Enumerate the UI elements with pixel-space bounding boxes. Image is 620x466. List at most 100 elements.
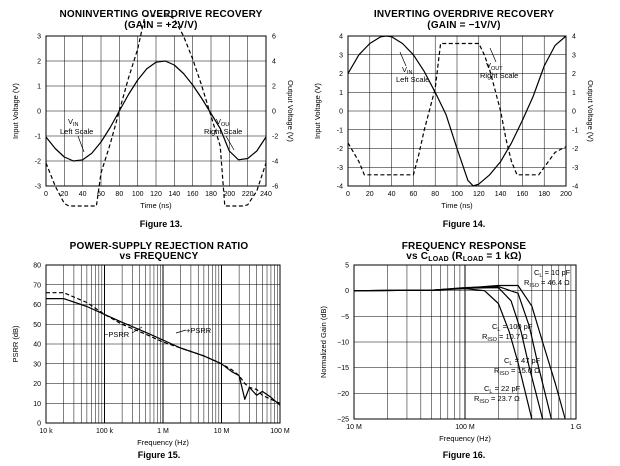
annotation-vout-scale: Right Scale	[480, 71, 518, 80]
annotation-arrow	[399, 51, 407, 67]
y-axis-label: Input Voltage (V)	[11, 83, 20, 139]
y-tick-label: 2	[339, 71, 343, 78]
x-tick-label: 100	[132, 191, 144, 198]
chart-title: INVERTING OVERDRIVE RECOVERY	[373, 9, 555, 20]
x-tick-label: 40	[388, 191, 396, 198]
figure-13-panel: NONINVERTING OVERDRIVE RECOVERY (GAIN = …	[0, 0, 310, 233]
figure-15-panel: POWER-SUPPLY REJECTION RATIO vs FREQUENC…	[0, 233, 310, 466]
figure-label: Figure 14.	[442, 219, 486, 229]
y-tick-label: 20	[33, 381, 41, 388]
series-line-3	[353, 284, 566, 420]
x-tick-label: 140	[168, 191, 180, 198]
annotation-arrow	[175, 329, 187, 334]
annotation-arrow	[77, 135, 85, 153]
x-tick-label: 40	[79, 191, 87, 198]
series-line-0	[347, 35, 567, 187]
y-right-tick-label: 3	[572, 52, 576, 59]
x-tick-label: 100	[451, 191, 463, 198]
x-axis-label: Frequency (Hz)	[439, 434, 491, 443]
y-right-tick-label: 2	[272, 84, 276, 91]
annotation-vout: VOU	[216, 117, 229, 128]
chart-title: POWER-SUPPLY REJECTION RATIO	[69, 241, 249, 252]
y-right-tick-label: -1	[572, 127, 578, 134]
chart-subtitle: (GAIN = +2V/V)	[124, 20, 198, 31]
y-tick-label: 40	[33, 342, 41, 349]
annotation-cl: CL = 22 pF	[484, 384, 521, 395]
y-tick-label: 50	[33, 322, 41, 329]
y-tick-label: −10	[337, 340, 349, 347]
y-axis-label: PSRR (dB)	[11, 325, 20, 363]
x-tick-label: 160	[517, 191, 529, 198]
x-tick-label: 20	[366, 191, 374, 198]
y-tick-label: −25	[337, 417, 349, 424]
annotation-arrow	[489, 47, 497, 63]
x-tick-label: 60	[410, 191, 418, 198]
y-tick-label: -1	[35, 134, 41, 141]
y-tick-label: 3	[339, 52, 343, 59]
y-tick-label: 1	[339, 90, 343, 97]
y-right-tick-label: 4	[272, 59, 276, 66]
y-tick-label: −15	[337, 365, 349, 372]
y-tick-label: 5	[345, 263, 349, 270]
x-tick-label: 100 k	[96, 428, 114, 435]
annotation-riso: RISO = 23.7 Ω	[474, 394, 520, 405]
subtitle-prefix: vs C	[406, 251, 429, 262]
x-axis-label: Frequency (Hz)	[137, 438, 189, 447]
y-right-tick-label: 0	[272, 109, 276, 116]
x-tick-label: 0	[44, 191, 48, 198]
y-tick-label: 2	[37, 59, 41, 66]
x-tick-label: 10 M	[214, 428, 230, 435]
y-right-tick-label: 6	[272, 34, 276, 41]
y-tick-label: −5	[341, 314, 349, 321]
annotation-vin: VIN	[402, 65, 413, 76]
chart-svg: 10 k 100 k 1 M 10 M 100 M 80 70 60 50 40 30 20 10 0 Fr…	[11, 263, 290, 448]
y-right-tick-label: -2	[572, 146, 578, 153]
x-tick-label: 80	[431, 191, 439, 198]
y-axis-label: Normalized Gain (dB)	[319, 305, 328, 378]
figure-16-panel: FREQUENCY RESPONSE vs CLOAD (RLOAD = 1 k…	[310, 233, 620, 466]
series-line-1	[347, 42, 567, 176]
annotation-vin-scale: Left Scale	[60, 127, 93, 136]
x-tick-label: 60	[97, 191, 105, 198]
y-tick-label: 1	[37, 84, 41, 91]
subtitle-sub2: LOAD	[462, 256, 484, 263]
figure-label: Figure 13.	[139, 219, 183, 229]
x-tick-label: 20	[60, 191, 68, 198]
chart-subtitle: vs FREQUENCY	[119, 251, 199, 262]
series-line-1	[45, 15, 267, 207]
y-tick-label: -3	[35, 184, 41, 191]
x-tick-label: 100 M	[270, 428, 290, 435]
y-tick-label: -3	[337, 165, 343, 172]
annotation-vin-scale: Left Scale	[396, 75, 429, 84]
x-tick-label: 100 M	[455, 424, 475, 431]
y-tick-label: 10	[33, 401, 41, 408]
x-tick-label: 1 M	[157, 428, 169, 435]
annotation-arrow	[225, 135, 235, 151]
figure-label: Figure 15.	[137, 450, 181, 460]
y-tick-label: -2	[35, 159, 41, 166]
chart-subtitle: vs CLOAD (RLOAD = 1 kΩ)	[308, 251, 620, 265]
x-tick-label: 240	[260, 191, 272, 198]
y-axis-label: Input Voltage (V)	[313, 83, 322, 139]
y-tick-label: 0	[37, 421, 41, 428]
x-tick-label: 80	[115, 191, 123, 198]
subtitle-sub: LOAD	[428, 256, 449, 263]
annotation-minus-psrr: −PSRR	[104, 330, 130, 339]
plot-frame	[45, 264, 281, 424]
y-tick-label: 60	[33, 302, 41, 309]
x-tick-label: 120	[473, 191, 485, 198]
y-tick-label: 0	[37, 109, 41, 116]
y-tick-label: 70	[33, 282, 41, 289]
annotation-cl: CL = 10 pF	[534, 268, 571, 279]
series-line-1	[46, 292, 281, 404]
x-axis-label: Time (ns)	[140, 201, 172, 210]
y-tick-label: 0	[345, 288, 349, 295]
y-right-tick-label: -4	[272, 159, 278, 166]
y-right-tick-label: -4	[572, 184, 578, 191]
y-tick-label: -4	[337, 184, 343, 191]
y-right-tick-label: 0	[572, 109, 576, 116]
figure-label: Figure 16.	[442, 450, 486, 460]
x-tick-label: 10 M	[346, 424, 362, 431]
y-tick-label: 3	[37, 34, 41, 41]
x-tick-label: 10 k	[39, 428, 53, 435]
